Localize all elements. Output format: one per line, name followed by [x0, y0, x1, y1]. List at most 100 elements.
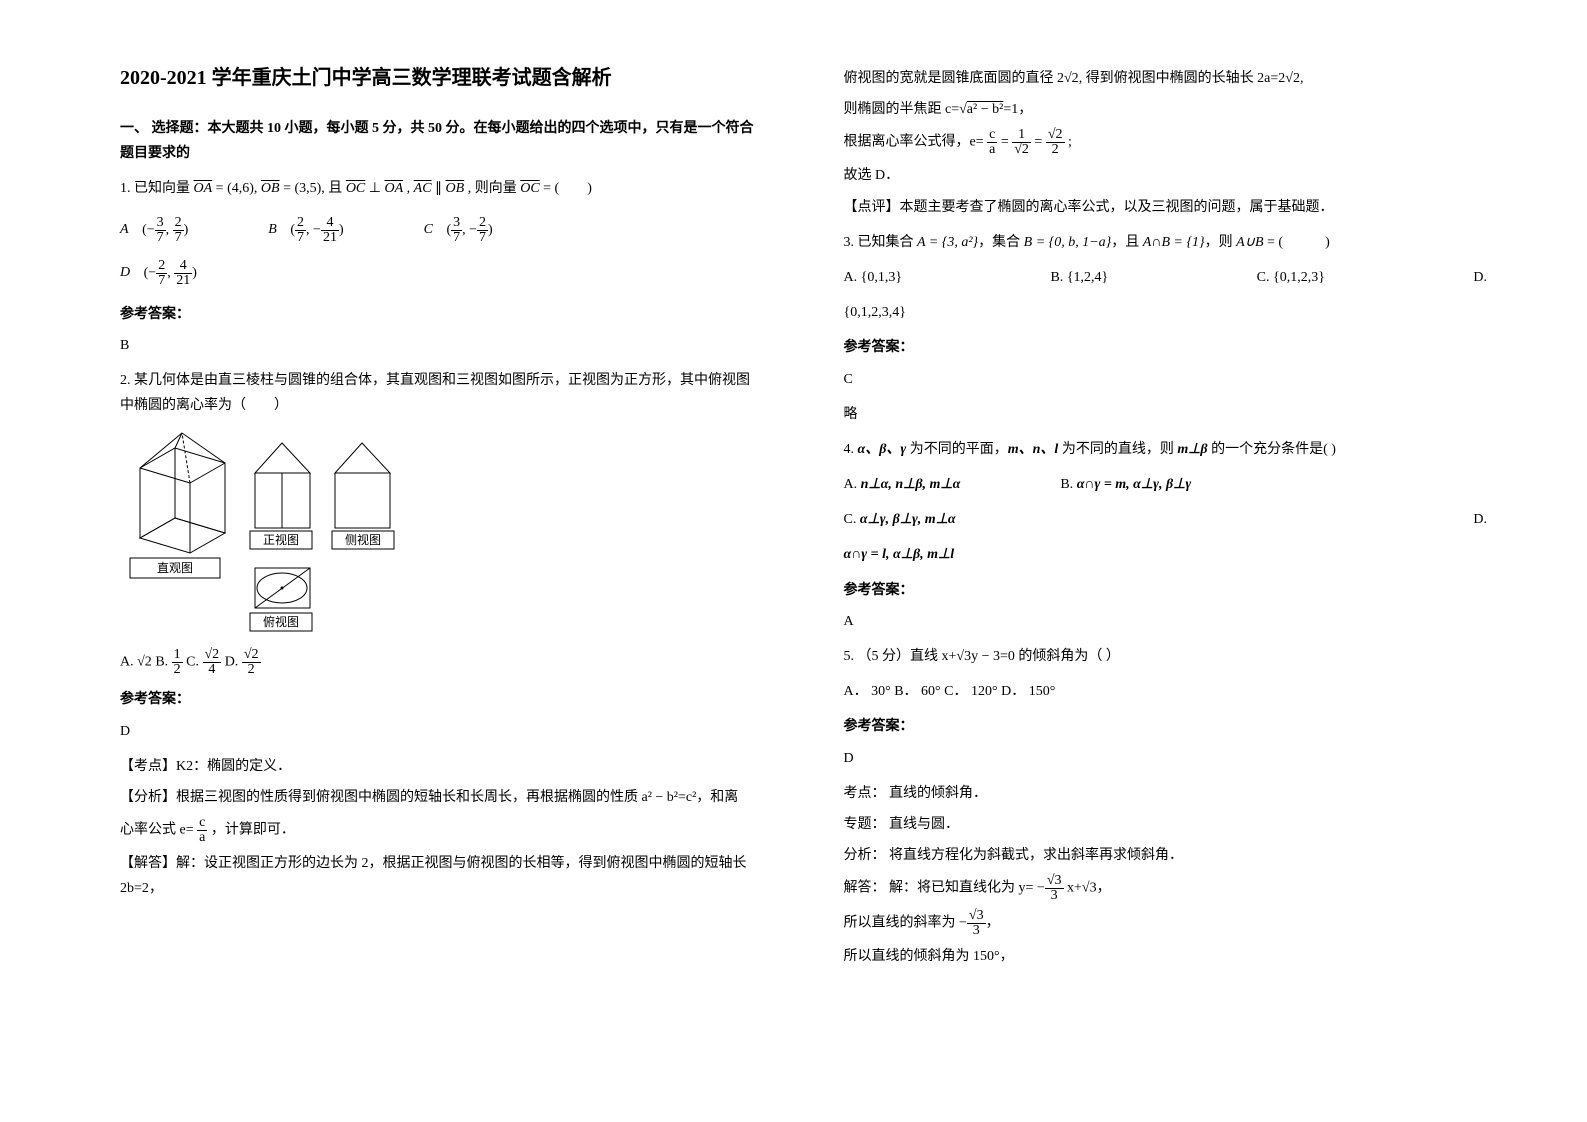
r-l1e: , [1300, 71, 1304, 86]
q5-jd-d: ， [1097, 881, 1111, 896]
q1-choices-row1: A (−37, 27) B (27, −421) C (37, −27) [120, 216, 764, 245]
A-close: ) [184, 222, 189, 237]
D-open: (− [144, 265, 157, 280]
q4-abg: α、β、γ [858, 442, 907, 457]
q3-cB-l: B. [1050, 270, 1066, 285]
q5-jd-b: x+ [1067, 881, 1082, 896]
q2-cA-v: √2 [137, 655, 152, 670]
q5-l2: 所以直线的斜率为 −√33， [844, 909, 1488, 938]
q5-jd-n1: √3 [1045, 874, 1064, 889]
q5-ans: D [844, 746, 1488, 771]
C-d1: 7 [451, 231, 462, 245]
doc-title: 2020-2021 学年重庆土门中学高三数学理联考试题含解析 [120, 60, 764, 96]
q3-b: ，集合 [978, 235, 1024, 250]
fu-label: 俯视图 [263, 614, 299, 629]
q5-jd-neg: − [1037, 881, 1045, 896]
q5-l2n: √3 [967, 909, 986, 924]
side-view-icon [335, 443, 390, 528]
q5-jd-a: 解答： 解：将已知直线化为 y= [844, 881, 1037, 896]
q5-sqrt3: √3 [956, 649, 971, 664]
r-l3-n1: c [987, 128, 997, 143]
q5-l3: 所以直线的倾斜角为 150°， [844, 944, 1488, 969]
vec-OC: OC [346, 181, 365, 196]
vec-OB: OB [261, 181, 280, 196]
choice-A: A (−37, 27) [120, 216, 188, 245]
A-d2: 7 [173, 231, 184, 245]
r-l3-n2: 1 [1012, 128, 1031, 143]
q4-ans-label: 参考答案： [844, 578, 1488, 603]
q4-b: 为不同的平面， [906, 442, 1008, 457]
q2-fx2-prefix: 心率公式 e= [120, 823, 197, 838]
q5-ans-label: 参考答案： [844, 714, 1488, 739]
q3-c: ，且 [1111, 235, 1143, 250]
para-symbol: ∥ [435, 181, 446, 196]
q4-cB-l: B. [1060, 477, 1076, 492]
q4-row2: C. α⊥γ, β⊥γ, m⊥α D. [844, 507, 1488, 532]
r-l3-n3: √2 [1046, 128, 1065, 143]
q5-a: 5. （5 分）直线 x+ [844, 649, 957, 664]
oblique-view-icon [140, 433, 225, 553]
q2-cB-d: 2 [172, 663, 183, 677]
q3-d: ，则 [1205, 235, 1237, 250]
B-n2: 4 [321, 216, 339, 231]
q2-fx2-suffix: ，计算即可． [211, 823, 295, 838]
q3-ans-label: 参考答案： [844, 335, 1488, 360]
r-l3-eq2: = [1034, 135, 1042, 150]
C-close: ) [488, 222, 493, 237]
B-n1: 2 [295, 216, 306, 231]
q3-stem: 3. 已知集合 A = {3, a²}，集合 B = {0, b, 1−a}，且… [844, 230, 1488, 255]
zhi-label: 直观图 [157, 561, 193, 575]
vec-OC2: OC [520, 181, 539, 196]
three-view-svg: 直观图 正视图 侧视图 [120, 428, 400, 638]
q3-Bset: B = {0, b, 1−a} [1024, 235, 1112, 250]
q3-cB: {1,2,4} [1067, 270, 1108, 285]
choice-A-label: A [120, 222, 129, 237]
q5-stem: 5. （5 分）直线 x+√3y − 3=0 的倾斜角为（ ） [844, 644, 1488, 669]
r-l1: 俯视图的宽就是圆锥底面圆的直径 2√2, 得到俯视图中椭圆的长轴长 2a=2√2… [844, 66, 1488, 91]
q1-eq1: = (4,6), [216, 181, 261, 196]
D-d1: 7 [156, 274, 167, 288]
D-n1: 2 [156, 259, 167, 274]
q5-l2neg: − [959, 916, 967, 931]
ce-label: 侧视图 [345, 532, 381, 547]
q5-l2d: 3 [967, 924, 986, 938]
q3-cC: {0,1,2,3} [1273, 270, 1325, 285]
q4-cC: α⊥γ, β⊥γ, m⊥α [860, 512, 956, 527]
vec-OA2: OA [384, 181, 403, 196]
q2-cD-n: √2 [242, 648, 261, 663]
q2-jd1: 【解答】解：设正视图正方形的边长为 2，根据正视图与俯视图的长相等，得到俯视图中… [120, 851, 764, 901]
r-l1a: 俯视图的宽就是圆锥底面圆的直径 2 [844, 71, 1065, 86]
q2-ans-label: 参考答案： [120, 687, 764, 712]
q3-e: = ( ) [1264, 235, 1330, 250]
q4-mnl: m、n、l [1008, 442, 1059, 457]
choice-C: C (37, −27) [424, 216, 493, 245]
r-l3-d3: 2 [1046, 143, 1065, 157]
q4-mperp: m⊥β [1177, 442, 1207, 457]
q3-union: A∪B [1236, 235, 1263, 250]
C-mid: , − [462, 222, 477, 237]
q4-stem: 4. α、β、γ 为不同的平面，m、n、l 为不同的直线，则 m⊥β 的一个充分… [844, 437, 1488, 462]
choice-D-label: D [120, 265, 130, 280]
D-n2: 4 [174, 259, 192, 274]
top-view-icon [255, 568, 310, 608]
left-column: 2020-2021 学年重庆土门中学高三数学理联考试题含解析 一、 选择题：本大… [100, 60, 804, 1082]
C-n2: 2 [477, 216, 488, 231]
q4-ans: A [844, 609, 1488, 634]
q1-tail: , 则向量 [468, 181, 521, 196]
q1-choices-row2: D (−27, 421) [120, 259, 764, 288]
q4-d: 的一个充分条件是( ) [1208, 442, 1336, 457]
q5-l2a: 所以直线的斜率为 [844, 916, 960, 931]
q2-fx2-d: a [197, 831, 207, 845]
B-d1: 7 [295, 231, 306, 245]
q2-fx2-n: c [197, 816, 207, 831]
A-open: (− [142, 222, 155, 237]
r-l2b: =1， [1003, 102, 1032, 117]
q3-inter: A∩B = {1} [1143, 235, 1205, 250]
B-mid: , − [306, 222, 321, 237]
q2-cC-d: 4 [203, 663, 222, 677]
q3-a: 3. 已知集合 [844, 235, 918, 250]
vec-OB2: OB [446, 181, 465, 196]
q3-cD: {0,1,2,3,4} [844, 305, 906, 320]
q1-end: = ( ) [543, 181, 592, 196]
front-view-icon [255, 443, 310, 528]
